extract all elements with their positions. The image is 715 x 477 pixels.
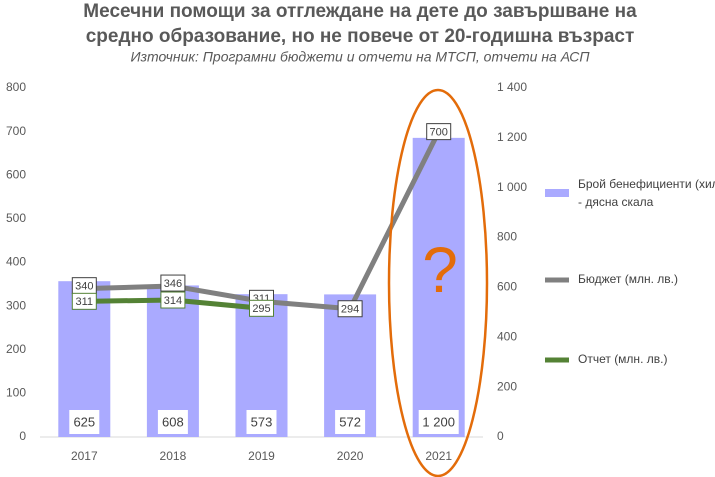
label-box [249,299,274,317]
data-label: 340 [75,281,93,293]
bar-label: 1 200 [422,414,455,429]
label-box [418,410,459,434]
data-label: 346 [164,278,182,290]
label-box [160,291,186,309]
legend-label: Бюджет (млн. лв.) [578,272,678,286]
label-box [69,410,100,434]
legend-label: Отчет (млн. лв.) [578,352,667,366]
y2-tick-label: 600 [497,280,517,294]
y-tick-label: 800 [6,80,26,94]
y2-tick-label: 200 [497,379,517,393]
y2-tick-label: 0 [497,429,504,443]
x-tick-label: 2018 [160,449,187,463]
legend-swatch [545,189,569,197]
bar-label: 573 [251,414,273,429]
label-box [71,292,97,310]
line [84,130,441,312]
label-box [337,300,363,318]
y-tick-label: 400 [6,255,26,269]
data-label: 314 [164,295,182,307]
y-tick-label: 200 [6,342,26,356]
x-tick-label: 2019 [248,449,275,463]
label-box [246,410,277,434]
y2-tick-label: 1 000 [497,180,527,194]
data-label: 294 [341,304,359,316]
y-tick-label: 600 [6,167,26,181]
chart-subtitle: Източник: Програмни бюджети и отчети на … [130,49,590,65]
y2-tick-label: 800 [497,230,517,244]
y2-tick-label: 400 [497,329,517,343]
x-tick-label: 2021 [425,449,452,463]
y-tick-label: 100 [6,386,26,400]
label-box [335,410,366,434]
highlight-ellipse [387,88,489,477]
y-tick-label: 700 [6,124,26,138]
y-tick-label: 500 [6,211,26,225]
chart-title: Месечни помощи за отглеждане на дете до … [83,1,637,22]
y2-tick-label: 1 400 [497,80,527,94]
x-tick-label: 2020 [337,449,364,463]
label-box [160,274,186,292]
y2-tick-label: 1 200 [497,130,527,144]
data-label: 311 [76,296,94,308]
annotation: ? [422,234,458,306]
data-label: 700 [430,127,448,139]
bar-label: 572 [339,414,361,429]
data-label: 295 [252,303,270,315]
x-tick-label: 2017 [71,449,98,463]
label-box [157,410,188,434]
bar [412,137,465,437]
bar-label: 608 [162,414,184,429]
legend-label: Брой бенефициенти (хиляди)- дясна скала [578,177,715,209]
y-tick-label: 0 [19,429,26,443]
label-box [426,123,452,141]
chart-title: средно образование, но не повече от 20-г… [86,26,635,47]
bar-label: 625 [73,414,95,429]
y-tick-label: 300 [6,298,26,312]
